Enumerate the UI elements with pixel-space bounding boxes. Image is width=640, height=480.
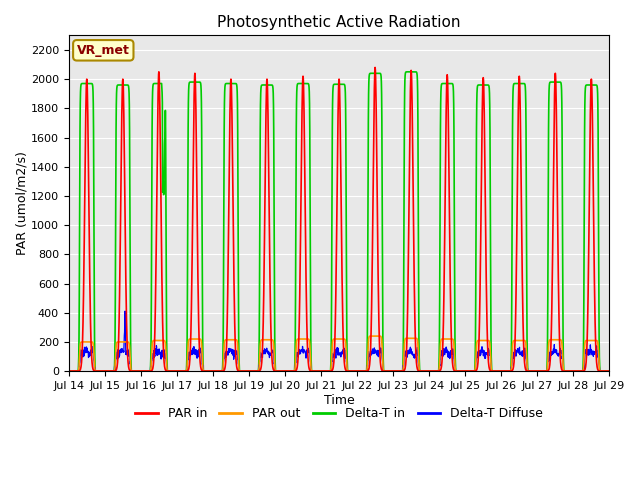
PAR in <box>582 362 589 368</box>
Delta-T in <box>500 368 508 374</box>
Line: PAR in: PAR in <box>68 68 609 371</box>
Delta-T in <box>407 69 415 75</box>
PAR in <box>605 368 613 374</box>
PAR out <box>371 333 379 339</box>
X-axis label: Time: Time <box>324 394 355 407</box>
PAR out <box>582 338 589 344</box>
Line: Delta-T Diffuse: Delta-T Diffuse <box>68 311 609 371</box>
PAR out <box>212 368 220 374</box>
Delta-T Diffuse <box>401 352 408 358</box>
Delta-T Diffuse <box>121 308 129 314</box>
Delta-T in <box>65 368 72 374</box>
Line: PAR out: PAR out <box>68 336 609 371</box>
Delta-T Diffuse <box>166 368 173 374</box>
PAR in <box>344 368 352 374</box>
Delta-T in <box>401 117 408 122</box>
Y-axis label: PAR (umol/m2/s): PAR (umol/m2/s) <box>15 151 28 255</box>
Delta-T Diffuse <box>212 368 220 374</box>
PAR in <box>371 65 379 71</box>
PAR in <box>65 368 72 374</box>
Delta-T Diffuse <box>344 368 352 374</box>
PAR in <box>500 368 508 374</box>
Delta-T Diffuse <box>605 368 613 374</box>
Title: Photosynthetic Active Radiation: Photosynthetic Active Radiation <box>218 15 461 30</box>
Delta-T in <box>166 368 173 374</box>
PAR out <box>344 368 352 374</box>
Delta-T Diffuse <box>500 368 508 374</box>
Delta-T Diffuse <box>65 368 72 374</box>
PAR in <box>401 367 408 372</box>
Text: VR_met: VR_met <box>77 44 130 57</box>
PAR out <box>65 368 72 374</box>
PAR out <box>166 368 173 374</box>
Delta-T in <box>582 83 589 88</box>
PAR in <box>166 368 173 374</box>
Delta-T Diffuse <box>582 349 589 355</box>
Delta-T in <box>605 368 613 374</box>
PAR in <box>212 368 220 374</box>
Legend: PAR in, PAR out, Delta-T in, Delta-T Diffuse: PAR in, PAR out, Delta-T in, Delta-T Dif… <box>130 402 548 425</box>
Line: Delta-T in: Delta-T in <box>68 72 609 371</box>
Delta-T in <box>344 368 352 374</box>
PAR out <box>500 368 508 374</box>
PAR out <box>605 368 613 374</box>
PAR out <box>401 339 408 345</box>
Delta-T in <box>212 368 220 374</box>
